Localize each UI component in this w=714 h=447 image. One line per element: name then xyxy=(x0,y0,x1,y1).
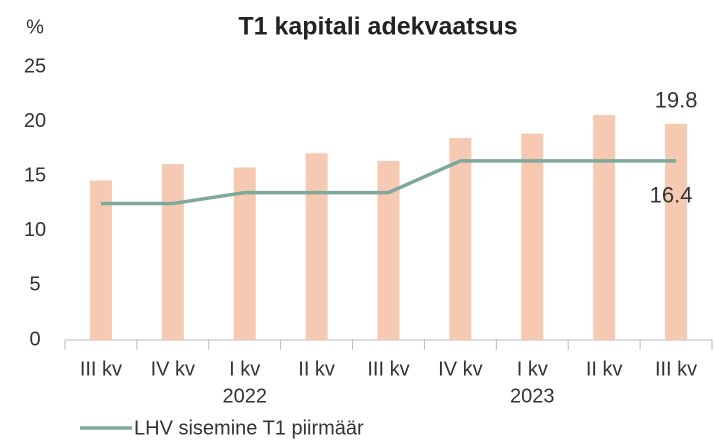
year-label: 2023 xyxy=(510,385,555,407)
bar xyxy=(89,180,112,340)
x-tick-label: II kv xyxy=(586,358,623,380)
y-tick-label: 0 xyxy=(29,328,40,350)
x-tick-label: II kv xyxy=(298,358,335,380)
bar xyxy=(665,123,688,340)
data-label: 16.4 xyxy=(650,183,693,208)
bar xyxy=(377,160,400,340)
x-tick-label: III kv xyxy=(655,358,697,380)
data-label: 19.8 xyxy=(655,88,698,113)
y-tick-label: 5 xyxy=(29,274,40,296)
y-tick-label: 10 xyxy=(24,219,46,241)
bar xyxy=(305,153,328,340)
bar xyxy=(521,133,544,340)
bar xyxy=(161,164,184,340)
y-unit: % xyxy=(26,16,44,38)
y-tick-label: 15 xyxy=(24,164,46,186)
bar xyxy=(449,137,472,340)
x-tick-label: IV kv xyxy=(438,358,482,380)
x-tick-label: III kv xyxy=(367,358,409,380)
bar xyxy=(593,115,616,340)
bar xyxy=(233,167,256,340)
x-tick-label: I kv xyxy=(517,358,548,380)
y-tick-label: 20 xyxy=(24,110,46,132)
chart-title: T1 kapitali adekvaatsus xyxy=(238,13,517,41)
year-label: 2022 xyxy=(222,385,267,407)
legend-label: LHV sisemine T1 piirmäär xyxy=(134,417,364,439)
y-tick-label: 25 xyxy=(24,55,46,77)
x-tick-label: III kv xyxy=(80,358,122,380)
x-tick-label: IV kv xyxy=(151,358,195,380)
line xyxy=(100,159,677,206)
x-tick-label: I kv xyxy=(229,358,260,380)
